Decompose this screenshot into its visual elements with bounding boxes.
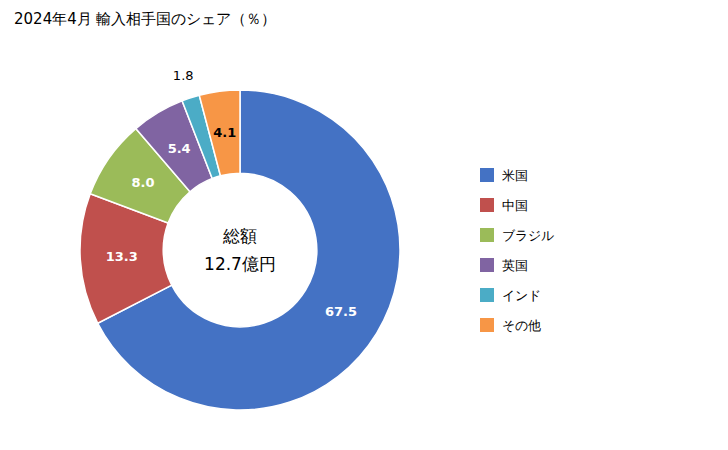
legend-label: ブラジル — [502, 228, 554, 243]
legend-item: 英国 — [480, 258, 528, 273]
data-label: 5.4 — [168, 141, 191, 156]
legend-swatch — [480, 198, 494, 212]
data-label: 8.0 — [131, 175, 154, 190]
data-labels: 67.5 13.3 8.0 5.4 1.8 4.1 — [106, 67, 357, 319]
slice — [199, 90, 240, 176]
data-label: 13.3 — [106, 249, 138, 264]
center-label: 総額 — [222, 226, 257, 246]
legend: 米国中国ブラジル英国インドその他 — [480, 168, 554, 333]
data-label: 67.5 — [325, 304, 357, 319]
legend-label: 米国 — [502, 168, 528, 183]
legend-swatch — [480, 168, 494, 182]
data-label: 4.1 — [213, 125, 236, 140]
center-label: 12.7億円 — [204, 254, 276, 274]
data-label: 1.8 — [173, 67, 194, 82]
chart: 2024年4月 輸入相手国のシェア（％） 67.5 13.3 8.0 5.4 1.8 4.1… — [0, 0, 728, 450]
legend-item: ブラジル — [480, 228, 554, 243]
legend-label: その他 — [502, 318, 541, 333]
legend-label: インド — [502, 288, 541, 303]
legend-swatch — [480, 288, 494, 302]
legend-swatch — [480, 258, 494, 272]
legend-swatch — [480, 318, 494, 332]
legend-item: その他 — [480, 318, 541, 333]
title: 2024年4月 輸入相手国のシェア（％） — [14, 10, 277, 28]
legend-item: インド — [480, 288, 541, 303]
legend-label: 英国 — [502, 258, 528, 273]
legend-swatch — [480, 228, 494, 242]
legend-item: 米国 — [480, 168, 528, 183]
legend-item: 中国 — [480, 198, 528, 213]
donut — [80, 90, 400, 410]
slice — [90, 129, 190, 223]
legend-label: 中国 — [502, 198, 528, 213]
